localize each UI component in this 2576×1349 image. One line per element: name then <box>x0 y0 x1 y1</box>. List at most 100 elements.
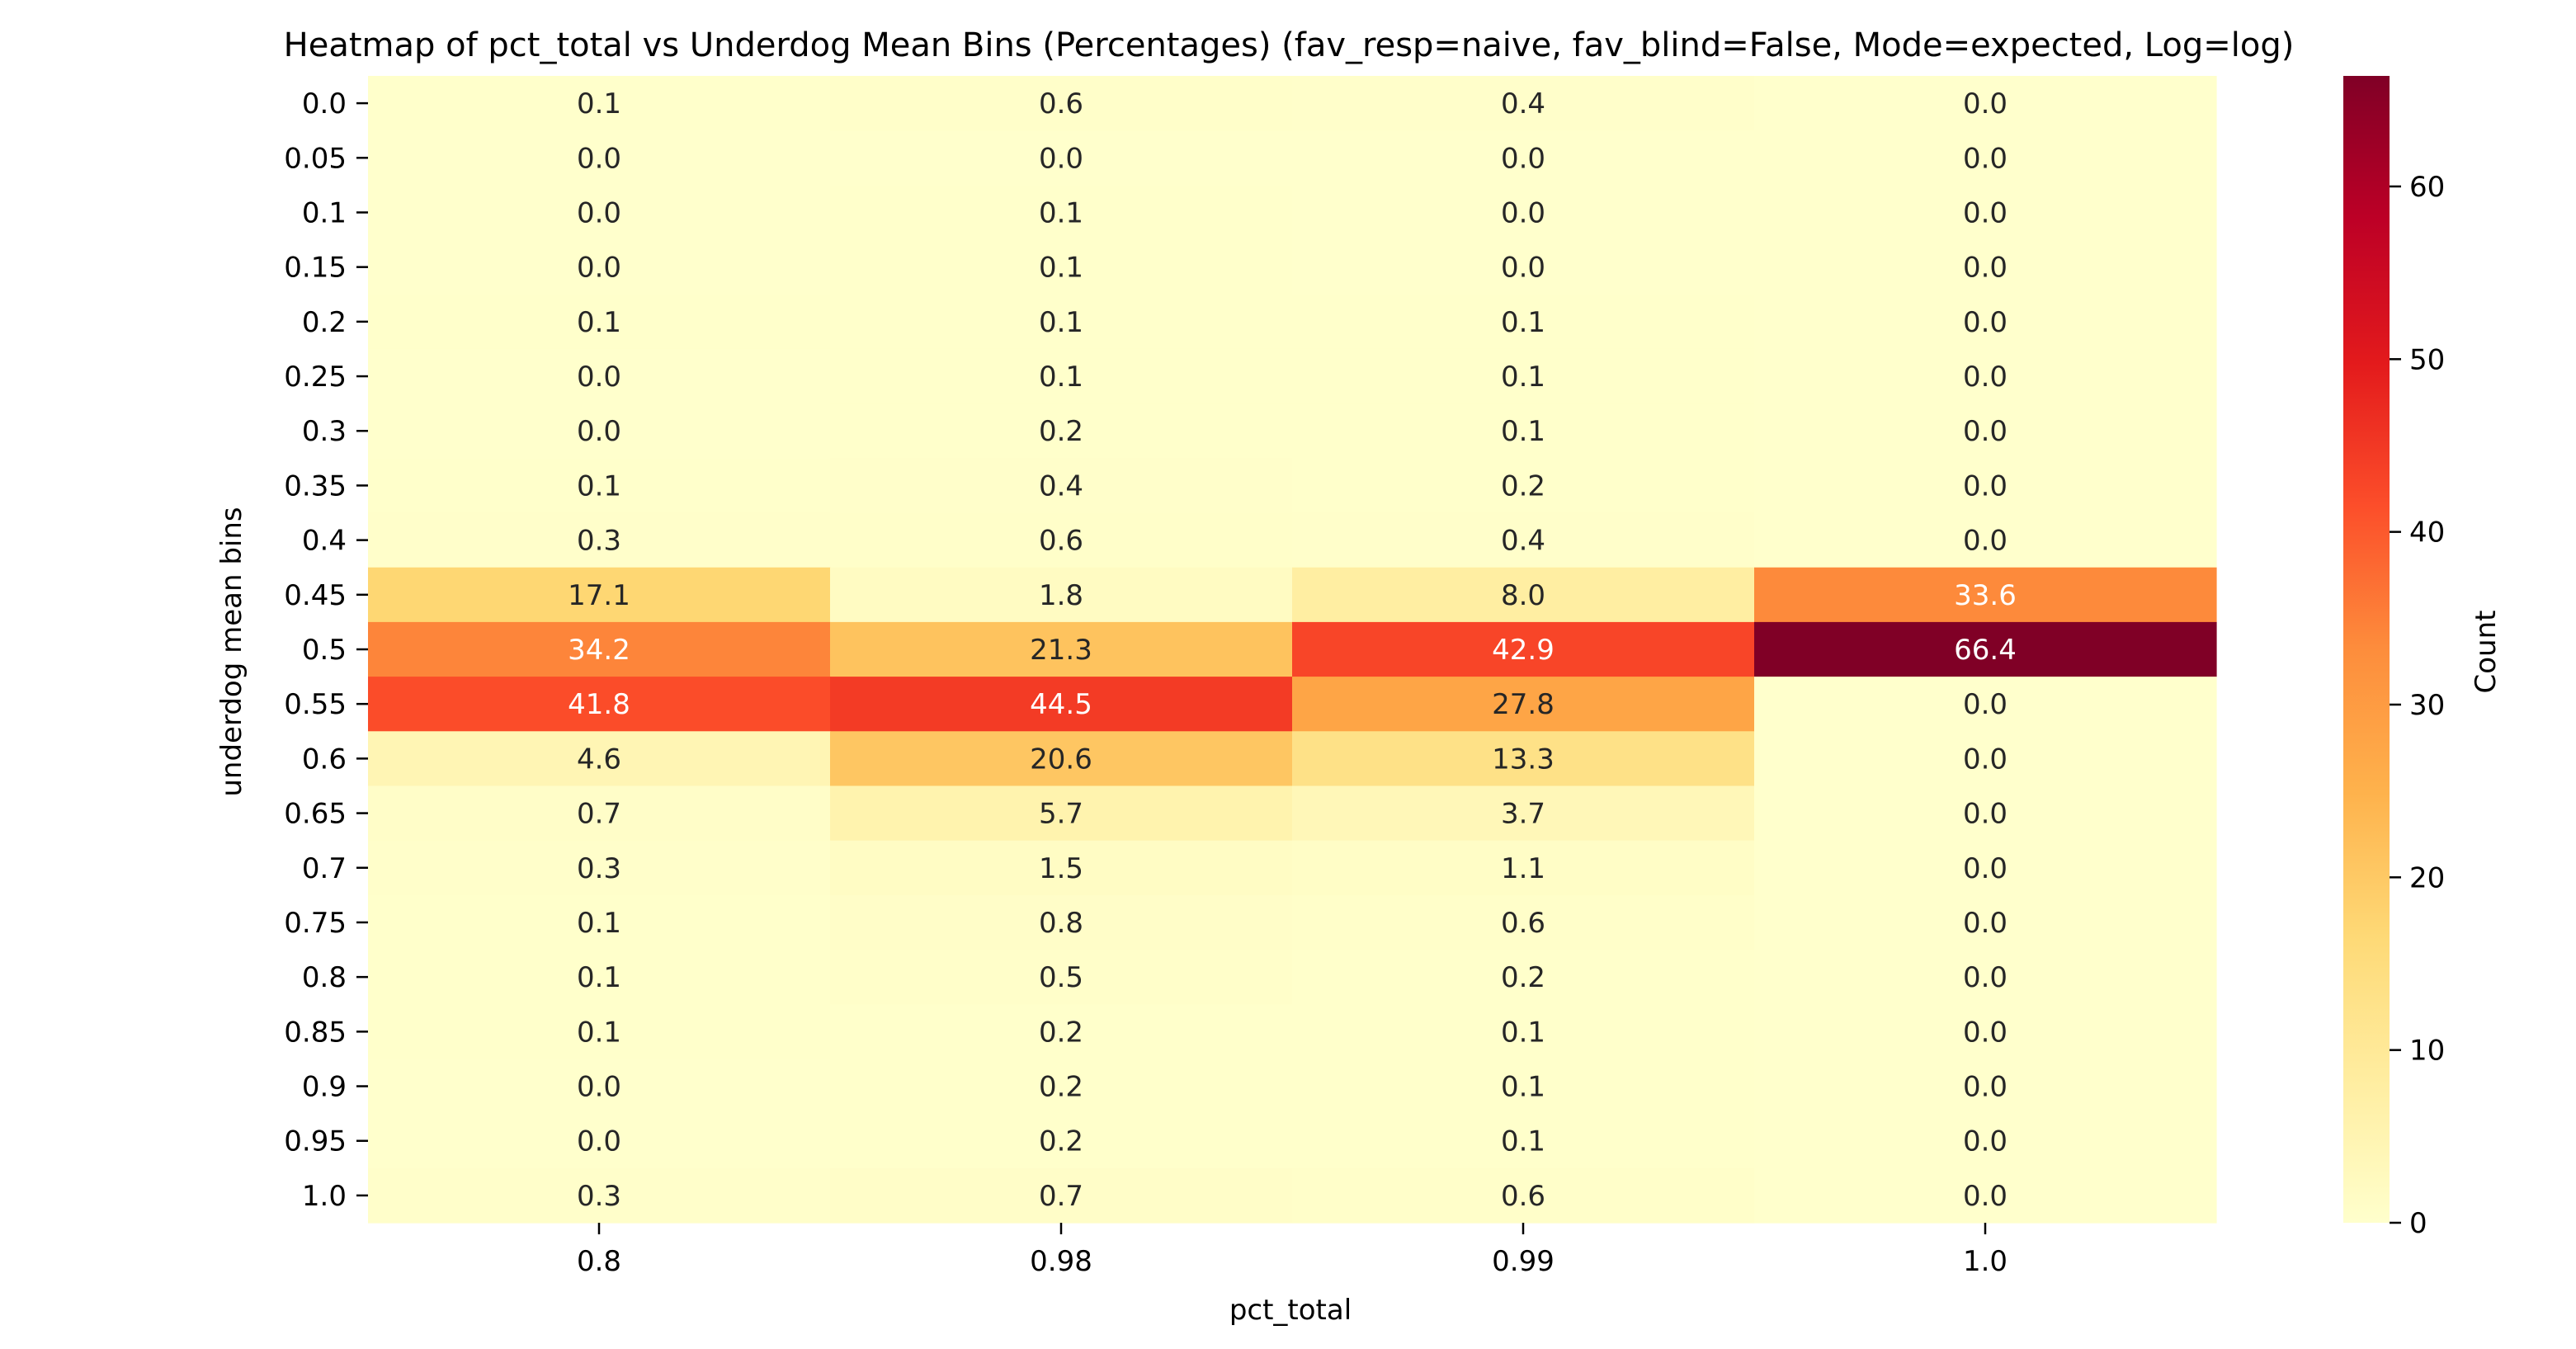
heatmap-cell <box>1292 1004 1755 1060</box>
cell-value-label: 0.1 <box>1039 306 1083 339</box>
cell-value-label: 0.0 <box>1963 87 2007 120</box>
cell-value-label: 0.6 <box>1039 525 1083 558</box>
y-tick-label: 0.8 <box>302 961 347 994</box>
cell-value-label: 0.6 <box>1039 87 1083 120</box>
heatmap-cell <box>1292 677 1755 732</box>
cell-value-label: 0.1 <box>577 87 621 120</box>
cell-value-label: 33.6 <box>1954 579 2017 612</box>
cell-value-label: 0.1 <box>1501 1071 1545 1104</box>
cell-value-label: 0.0 <box>1963 525 2007 558</box>
cell-value-label: 0.0 <box>1963 961 2007 994</box>
colorbar-tick-label: 10 <box>2409 1035 2445 1068</box>
cell-value-label: 0.1 <box>1501 1016 1545 1049</box>
cell-value-label: 0.0 <box>577 415 621 448</box>
cell-value-label: 1.1 <box>1501 852 1545 885</box>
x-tick-label: 1.0 <box>1963 1245 2007 1278</box>
cell-value-label: 0.0 <box>1963 415 2007 448</box>
cell-value-label: 0.6 <box>1501 907 1545 940</box>
heatmap-cell <box>1754 840 2217 896</box>
y-tick-label: 0.85 <box>284 1016 347 1049</box>
cell-value-label: 0.0 <box>1963 306 2007 339</box>
heatmap-cell <box>1754 458 2217 514</box>
x-tick-label: 0.98 <box>1030 1245 1092 1278</box>
heatmap-cell <box>830 950 1293 1005</box>
cell-value-label: 0.1 <box>1501 1125 1545 1158</box>
heatmap-cell <box>830 348 1293 404</box>
cell-value-label: 0.0 <box>1501 142 1545 175</box>
cell-value-label: 0.0 <box>1963 1125 2007 1158</box>
heatmap-cell <box>830 731 1293 787</box>
heatmap-cell <box>1754 403 2217 459</box>
heatmap-cell <box>830 294 1293 350</box>
x-tick-label: 0.99 <box>1492 1245 1555 1278</box>
heatmap-cell <box>368 403 831 459</box>
heatmap-cell <box>1292 294 1755 350</box>
heatmap-cell <box>1754 1059 2217 1115</box>
cell-value-label: 27.8 <box>1492 688 1555 721</box>
y-tick-label: 0.95 <box>284 1125 347 1158</box>
heatmap-cell <box>830 1059 1293 1115</box>
cell-value-label: 0.0 <box>577 196 621 229</box>
heatmap-cell <box>368 677 831 732</box>
cell-value-label: 1.5 <box>1039 852 1083 885</box>
heatmap-cell <box>830 239 1293 295</box>
cell-value-label: 0.0 <box>577 252 621 285</box>
cell-value-label: 17.1 <box>568 579 630 612</box>
heatmap-cell <box>1292 76 1755 131</box>
heatmap-cell <box>1754 294 2217 350</box>
colorbar: 0 10 20 30 40 50 60 Count <box>2343 76 2503 1240</box>
heatmap-cell <box>1754 185 2217 241</box>
heatmap-cell-labels: 0.1 0.6 0.4 0.0 0.0 0.0 0.0 0.0 0.0 0.1 0.0 0.0 0.0 0… <box>568 87 2017 1213</box>
heatmap-cell <box>1754 239 2217 295</box>
cell-value-label: 0.0 <box>1963 469 2007 502</box>
heatmap-cell <box>368 76 831 131</box>
heatmap-cell <box>830 840 1293 896</box>
cell-value-label: 0.2 <box>1039 1016 1083 1049</box>
heatmap-cell <box>1754 1113 2217 1169</box>
heatmap-cell <box>1754 1004 2217 1060</box>
colorbar-tick-label: 30 <box>2409 689 2445 722</box>
cell-value-label: 0.1 <box>577 1016 621 1049</box>
heatmap-cell <box>1754 731 2217 787</box>
heatmap-cell <box>1292 840 1755 896</box>
heatmap-cell <box>1292 1167 1755 1224</box>
heatmap-cell <box>1292 403 1755 459</box>
heatmap-cell <box>1292 239 1755 295</box>
cell-value-label: 0.0 <box>1501 196 1545 229</box>
cell-value-label: 42.9 <box>1492 634 1555 667</box>
cell-value-label: 20.6 <box>1030 743 1092 776</box>
heatmap-cell <box>1292 130 1755 186</box>
cell-value-label: 13.3 <box>1492 743 1555 776</box>
heatmap-cell <box>1292 458 1755 514</box>
cell-value-label: 0.0 <box>1501 252 1545 285</box>
cell-value-label: 0.0 <box>1963 252 2007 285</box>
cell-value-label: 4.6 <box>577 743 621 776</box>
cell-value-label: 0.3 <box>577 525 621 558</box>
heatmap-cell <box>830 130 1293 186</box>
cell-value-label: 0.1 <box>577 907 621 940</box>
x-axis-ticks: 0.8 0.98 0.99 1.0 <box>577 1223 2007 1278</box>
y-tick-label: 1.0 <box>302 1180 347 1213</box>
cell-value-label: 0.6 <box>1501 1180 1545 1213</box>
cell-value-label: 0.3 <box>577 1180 621 1213</box>
heatmap-cell <box>1754 76 2217 131</box>
heatmap-cell <box>830 785 1293 842</box>
heatmap-cell <box>1754 1167 2217 1224</box>
y-tick-label: 0.1 <box>302 196 347 229</box>
y-tick-label: 0.6 <box>302 743 347 776</box>
cell-value-label: 0.4 <box>1501 525 1545 558</box>
cell-value-label: 0.0 <box>1963 743 2007 776</box>
heatmap-cell <box>1754 950 2217 1005</box>
heatmap-cell <box>830 76 1293 131</box>
heatmap-cell <box>830 1167 1293 1224</box>
heatmap-cell <box>1292 950 1755 1005</box>
heatmap-cell <box>368 894 831 950</box>
heatmap-cell <box>830 458 1293 514</box>
heatmap-cell <box>830 1004 1293 1060</box>
heatmap-cell <box>1292 1113 1755 1169</box>
heatmap-cell <box>1292 894 1755 950</box>
cell-value-label: 8.0 <box>1501 579 1545 612</box>
cell-value-label: 0.0 <box>1963 907 2007 940</box>
cell-value-label: 0.1 <box>577 961 621 994</box>
